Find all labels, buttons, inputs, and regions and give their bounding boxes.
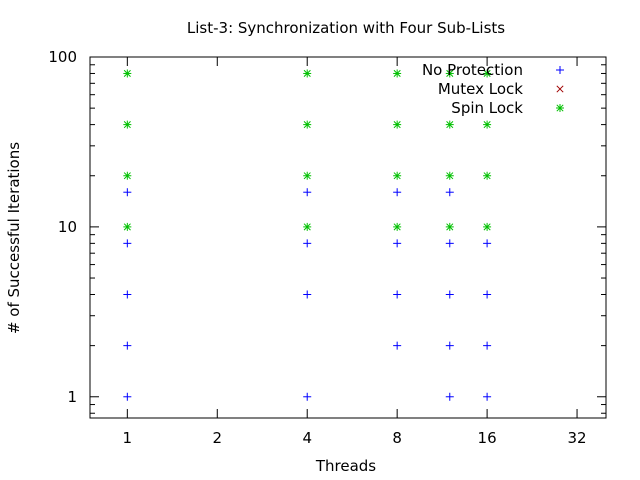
no-protection-point (483, 392, 492, 401)
x-axis-label: Threads (315, 457, 376, 475)
x-tick-label: 1 (123, 429, 133, 447)
no-protection-point (123, 341, 132, 350)
y-tick-label: 1 (67, 388, 77, 406)
legend-label-no-protection: No Protection (422, 61, 523, 79)
x-tick-label: 16 (478, 429, 497, 447)
no-protection-point (303, 392, 312, 401)
x-tick-label: 32 (567, 429, 586, 447)
plot-frame (89, 56, 607, 419)
y-tick-label: 10 (58, 218, 77, 236)
spin-lock-point (445, 222, 454, 231)
spin-lock-point (123, 69, 132, 78)
spin-lock-point (393, 69, 402, 78)
no-protection-point (123, 290, 132, 299)
spin-lock-point (483, 69, 492, 78)
data-points (123, 69, 492, 401)
no-protection-point (445, 188, 454, 197)
legend-marker-spin-lock (556, 104, 564, 112)
no-protection-point (303, 239, 312, 248)
no-protection-point (303, 188, 312, 197)
no-protection-point (445, 290, 454, 299)
spin-lock-point (483, 222, 492, 231)
spin-lock-point (303, 171, 312, 180)
spin-lock-point (123, 222, 132, 231)
spin-lock-point (123, 120, 132, 129)
spin-lock-point (123, 171, 132, 180)
no-protection-point (445, 341, 454, 350)
chart-title: List-3: Synchronization with Four Sub-Li… (187, 19, 505, 37)
no-protection-point (123, 239, 132, 248)
y-tick-label: 100 (48, 48, 77, 66)
spin-lock-point (445, 69, 454, 78)
spin-lock-point (393, 171, 402, 180)
y-axis-label: # of Successful Iterations (5, 142, 23, 334)
spin-lock-point (445, 120, 454, 129)
no-protection-point (123, 392, 132, 401)
no-protection-point (123, 188, 132, 197)
no-protection-point (393, 188, 402, 197)
no-protection-point (303, 290, 312, 299)
no-protection-point (393, 341, 402, 350)
no-protection-point (483, 239, 492, 248)
legend-marker-mutex-lock (556, 85, 564, 93)
spin-lock-point (393, 222, 402, 231)
no-protection-point (483, 341, 492, 350)
no-protection-point (393, 290, 402, 299)
x-tick-label: 8 (392, 429, 402, 447)
spin-lock-point (445, 171, 454, 180)
legend-label-mutex-lock: Mutex Lock (438, 80, 523, 98)
spin-lock-point (303, 222, 312, 231)
spin-lock-point (303, 120, 312, 129)
legend-label-spin-lock: Spin Lock (451, 99, 523, 117)
legend-marker-no-protection (556, 66, 564, 74)
spin-lock-point (393, 120, 402, 129)
spin-lock-point (303, 69, 312, 78)
x-tick-label: 4 (302, 429, 312, 447)
spin-lock-point (483, 120, 492, 129)
no-protection-point (445, 239, 454, 248)
no-protection-point (483, 290, 492, 299)
spin-lock-point (483, 171, 492, 180)
x-tick-label: 2 (212, 429, 222, 447)
no-protection-point (445, 392, 454, 401)
no-protection-point (393, 239, 402, 248)
